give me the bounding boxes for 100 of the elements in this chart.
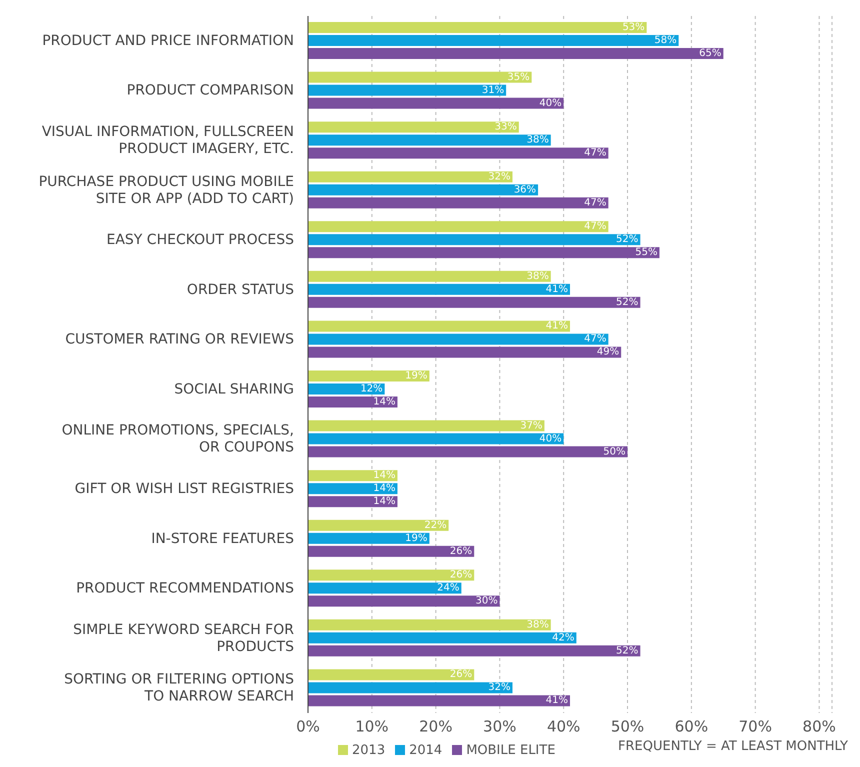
text: FREQUENTLY = AT LEAST MONTHLY	[618, 739, 848, 754]
data-label: 32%	[488, 682, 510, 694]
bar	[308, 320, 570, 332]
data-label: 52%	[616, 234, 638, 246]
bar	[308, 346, 622, 358]
bar	[308, 546, 474, 557]
data-label: 26%	[450, 546, 472, 557]
bar	[308, 98, 564, 109]
data-label: 31%	[482, 84, 504, 96]
data-label: 14%	[373, 483, 396, 494]
data-label: 30%	[475, 596, 498, 607]
legend-label: MOBILE ELITE	[466, 743, 556, 758]
bar	[308, 695, 570, 706]
legend-label: 2014	[409, 743, 442, 758]
bar	[308, 470, 398, 482]
bar	[308, 370, 430, 382]
bar	[308, 520, 449, 531]
data-label: 38%	[526, 134, 549, 146]
bar	[308, 184, 538, 196]
bar	[308, 35, 679, 46]
bar	[308, 247, 660, 258]
data-label: 26%	[450, 669, 472, 680]
data-label: 47%	[584, 334, 606, 345]
data-label: 26%	[450, 570, 472, 581]
data-label: 50%	[603, 446, 626, 458]
bar	[308, 446, 628, 458]
data-label: 58%	[654, 35, 677, 46]
data-label: 14%	[373, 396, 396, 408]
bar	[308, 632, 576, 644]
x-tick-label: 0%	[296, 718, 320, 736]
data-label: 41%	[546, 284, 568, 295]
x-tick-label: 70%	[738, 718, 772, 736]
data-label: 40%	[539, 433, 562, 444]
x-tick-label: 80%	[802, 718, 836, 736]
y-tick-label: CUSTOMER RATING OR REVIEWS	[65, 332, 294, 348]
data-label: 24%	[437, 582, 460, 594]
x-tick-label: 20%	[419, 718, 452, 736]
data-label: 14%	[373, 470, 396, 482]
data-label: 32%	[488, 171, 510, 182]
data-label: 40%	[539, 98, 562, 109]
bar	[308, 396, 398, 408]
y-tick-label: ORDER STATUS	[186, 282, 294, 298]
data-label: 65%	[699, 48, 722, 59]
bar	[308, 122, 519, 133]
data-label: 49%	[596, 346, 620, 358]
data-label: 12%	[360, 384, 383, 394]
y-tick-label: GIFT OR WISH LIST REGISTRIES	[74, 480, 294, 497]
bar	[308, 645, 640, 656]
bar	[308, 197, 608, 208]
bar	[308, 221, 608, 232]
y-tick-label: SORTING OR FILTERING OPTIONS TO NARROW SEARCH	[64, 672, 294, 705]
bar	[308, 270, 551, 282]
bar	[308, 134, 551, 146]
bar	[308, 433, 564, 444]
bar	[308, 22, 647, 33]
data-label: 42%	[552, 632, 574, 644]
bar	[308, 48, 724, 59]
bar	[308, 582, 462, 594]
data-label: 19%	[405, 370, 428, 382]
data-label: 47%	[584, 197, 606, 208]
bar	[308, 496, 398, 508]
data-label: 38%	[526, 619, 549, 630]
data-label: 36%	[514, 184, 536, 196]
x-tick-label: 10%	[355, 718, 389, 736]
bar	[308, 234, 640, 246]
x-tick-label: 50%	[610, 718, 644, 736]
bar	[308, 532, 430, 544]
x-tick-label: 60%	[674, 718, 708, 736]
bar	[308, 171, 512, 182]
data-label: 52%	[616, 296, 638, 308]
data-label: 37%	[520, 420, 542, 432]
data-label: 19%	[405, 532, 428, 544]
y-tick-label: IN-STORE FEATURES	[151, 530, 294, 547]
bar	[308, 84, 506, 96]
data-label: 33%	[494, 122, 517, 133]
bar	[308, 682, 512, 694]
bar	[308, 570, 474, 581]
y-tick-label: ONLINE PROMOTIONS, SPECIALS, OR COUPONS	[62, 422, 294, 456]
y-tick-label: PRODUCT RECOMMENDATIONS	[76, 580, 294, 597]
bar	[308, 669, 474, 680]
y-tick-label: PRODUCT AND PRICE INFORMATION	[42, 32, 294, 49]
data-label: 22%	[424, 520, 447, 531]
data-label: 53%	[622, 22, 645, 33]
y-tick-label: SOCIAL SHARING	[174, 381, 294, 398]
data-label: 38%	[526, 270, 549, 282]
bar	[308, 384, 385, 394]
bar	[308, 296, 640, 308]
y-tick-label: EASY CHECKOUT PROCESS	[106, 232, 294, 248]
bar	[308, 284, 570, 295]
bar	[308, 420, 544, 432]
data-label: 35%	[507, 72, 530, 83]
y-tick-label: VISUAL INFORMATION, FULLSCREEN PRODUCT IMAGERY, ETC.	[42, 124, 294, 157]
data-label: 41%	[546, 320, 568, 332]
y-tick-label: PRODUCT COMPARISON	[126, 82, 294, 99]
bar	[308, 334, 608, 345]
bar	[308, 619, 551, 630]
bar	[308, 596, 500, 607]
bar	[308, 483, 398, 494]
x-tick-label: 30%	[483, 718, 516, 736]
data-label: 41%	[546, 695, 568, 706]
